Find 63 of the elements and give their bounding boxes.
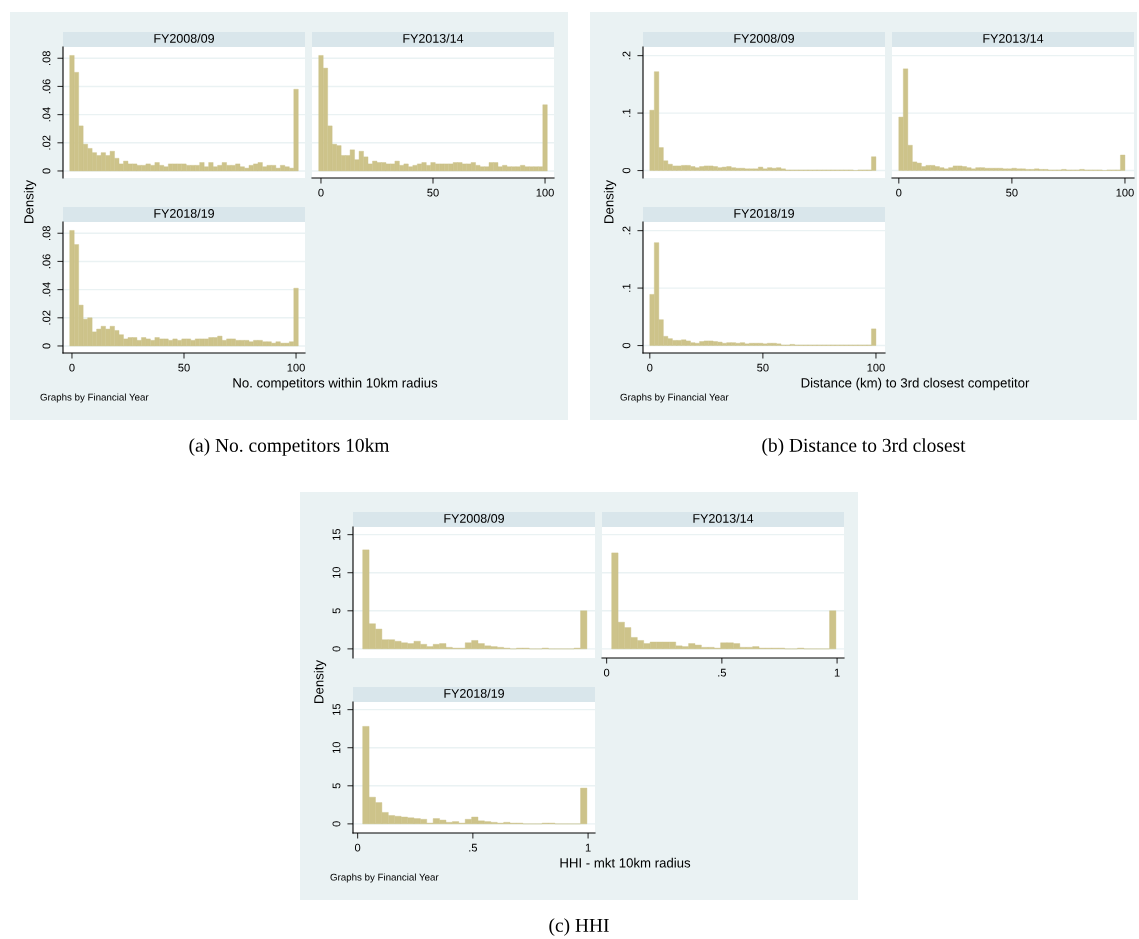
y-tick-label: .1	[622, 283, 631, 292]
y-tick-label: 0	[42, 168, 51, 174]
text: (b) Distance to 3rd closest	[762, 438, 966, 456]
y-tick-label: .04	[42, 107, 51, 122]
x-tick-label: 0	[647, 363, 653, 372]
x-tick-label: 100	[1116, 188, 1134, 197]
chart-title: FY2018/19	[444, 688, 504, 698]
y-tick-label: .06	[42, 79, 51, 94]
x-tick-label: .5	[718, 668, 727, 677]
text: Graphs by Financial Year	[40, 393, 149, 403]
y-tick-label: 15	[332, 703, 341, 715]
x-tick-label: 100	[867, 363, 885, 372]
y-tick-label: 10	[332, 566, 341, 579]
y-tick-label: .1	[622, 108, 631, 117]
chart-title: FY2013/14	[983, 33, 1044, 43]
x-axis-title: Distance (km) to 3rd closest competitor	[801, 377, 1030, 391]
x-tick-label: 100	[287, 363, 305, 372]
x-tick-label: 50	[757, 363, 769, 372]
y-tick-label: 5	[332, 608, 341, 614]
y-tick-label: .02	[42, 135, 51, 150]
y-axis-title: Density	[603, 180, 617, 223]
y-tick-label: 0	[42, 343, 51, 349]
chart-title: FY2008/09	[734, 33, 794, 43]
x-tick-label: 50	[178, 363, 190, 372]
y-axis-title: Density	[313, 660, 327, 703]
text: (a) No. competitors 10km	[189, 438, 390, 456]
y-tick-label: 5	[332, 783, 341, 789]
chart-title: FY2013/14	[403, 33, 464, 43]
chart-title: FY2018/19	[154, 208, 214, 218]
chart-title: FY2013/14	[693, 513, 754, 523]
x-tick-label: 0	[69, 363, 75, 372]
x-tick-label: 1	[585, 843, 591, 852]
y-tick-label: .2	[622, 51, 631, 60]
y-tick-label: .08	[42, 226, 51, 240]
x-tick-label: 100	[536, 188, 554, 197]
y-tick-label: .08	[42, 51, 51, 65]
y-tick-label: 0	[332, 821, 341, 827]
chart-title: FY2008/09	[444, 513, 504, 523]
y-tick-label: .06	[42, 254, 51, 269]
text: (c) HHI	[549, 918, 609, 936]
x-axis-title: HHI - mkt 10km radius	[560, 857, 691, 868]
x-tick-label: 0	[896, 188, 902, 197]
x-tick-label: 0	[354, 843, 361, 852]
y-tick-label: .02	[42, 310, 51, 325]
x-tick-label: .5	[469, 843, 478, 852]
y-tick-label: 0	[332, 646, 341, 652]
y-tick-label: .2	[622, 226, 631, 235]
x-tick-label: 0	[603, 668, 610, 677]
y-tick-label: .04	[42, 282, 51, 297]
x-tick-label: 0	[318, 188, 324, 197]
y-tick-label: 0	[622, 342, 631, 349]
chart-title: FY2018/19	[734, 208, 794, 218]
x-tick-label: 50	[427, 188, 439, 197]
text: Graphs by Financial Year	[330, 873, 439, 883]
x-tick-label: 50	[1006, 188, 1018, 197]
x-tick-label: 1	[834, 668, 840, 677]
y-tick-label: 15	[332, 528, 341, 540]
text: Graphs by Financial Year	[620, 393, 729, 403]
x-axis-title: No. competitors within 10km radius	[233, 377, 438, 391]
y-tick-label: 0	[622, 167, 631, 174]
chart-title: FY2008/09	[154, 33, 214, 43]
y-tick-label: 10	[332, 741, 341, 754]
y-axis-title: Density	[23, 180, 37, 223]
